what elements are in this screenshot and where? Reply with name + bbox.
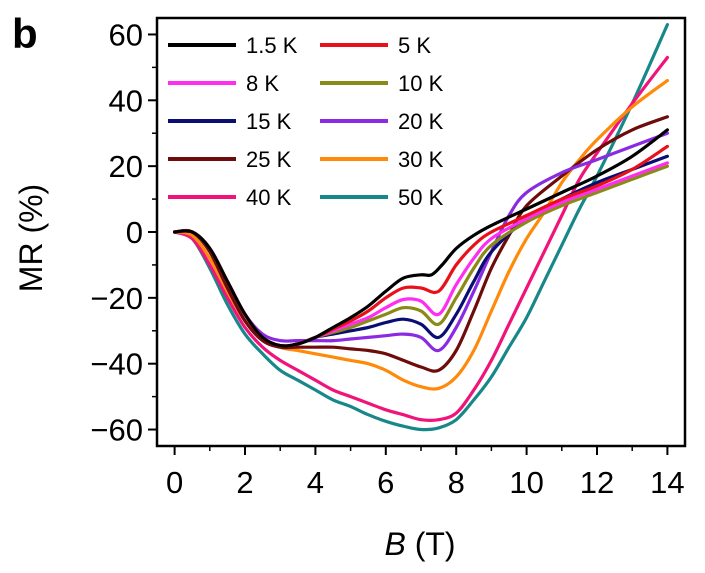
series-layer — [173, 23, 669, 432]
x-tick-label: 8 — [448, 465, 465, 500]
series-line-1_5K — [173, 128, 669, 348]
legend-label: 30 K — [398, 147, 444, 172]
legend-label: 15 K — [246, 109, 292, 134]
y-tick-label: 40 — [109, 83, 143, 118]
x-axis-label-unit: (T) — [406, 526, 456, 562]
y-tick-label: 60 — [109, 17, 143, 52]
y-tick-label: −20 — [90, 281, 143, 316]
legend-label: 40 K — [246, 185, 292, 210]
legend-label: 1.5 K — [246, 33, 298, 58]
y-tick-label: 20 — [109, 149, 143, 184]
x-tick-label: 14 — [650, 465, 684, 500]
x-tick-label: 4 — [307, 465, 324, 500]
legend-label: 50 K — [398, 185, 444, 210]
x-tick-label: 0 — [166, 465, 183, 500]
axis-ticks: 0 2 4 6 8 10 12 14 −60 −40 −20 0 20 40 60 — [90, 17, 684, 500]
series-line-50K — [173, 23, 669, 432]
x-axis-label-var: B — [384, 526, 405, 562]
legend-label: 10 K — [398, 71, 444, 96]
y-tick-label: 0 — [126, 215, 143, 250]
legend: 1.5 K 5 K 8 K 10 K 15 K 20 K 25 K 30 K 40 K 50 K — [168, 33, 444, 210]
legend-label: 5 K — [398, 33, 431, 58]
x-tick-label: 2 — [236, 465, 253, 500]
series-line-25K — [173, 115, 669, 373]
x-tick-label: 6 — [377, 465, 394, 500]
series-line-40K — [173, 55, 669, 423]
legend-label: 25 K — [246, 147, 292, 172]
y-tick-label: −60 — [90, 413, 143, 448]
legend-label: 20 K — [398, 109, 444, 134]
y-axis-label: MR (%) — [13, 184, 49, 292]
y-tick-label: −40 — [90, 347, 143, 382]
legend-label: 8 K — [246, 71, 279, 96]
x-tick-label: 12 — [580, 465, 614, 500]
x-tick-label: 10 — [509, 465, 543, 500]
panel-label: b — [12, 10, 38, 57]
x-axis-label: B (T) — [384, 526, 455, 562]
